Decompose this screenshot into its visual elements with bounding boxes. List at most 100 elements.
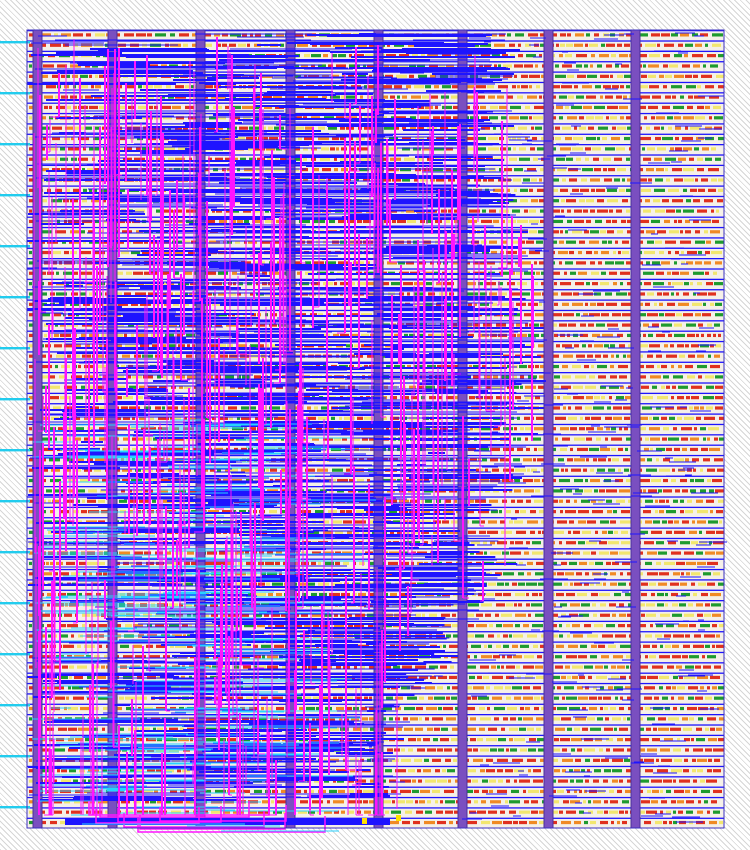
standard-cell	[585, 43, 588, 47]
standard-cell	[318, 313, 323, 317]
standard-cell	[665, 95, 671, 99]
standard-cell	[624, 43, 630, 47]
standard-cell	[29, 706, 33, 711]
standard-cell	[214, 447, 223, 452]
standard-cell	[84, 644, 95, 648]
standard-cell	[566, 489, 572, 493]
standard-cell	[78, 105, 88, 110]
standard-cell	[659, 74, 664, 78]
standard-cell	[121, 489, 125, 493]
standard-cell	[518, 582, 525, 586]
standard-cell	[381, 624, 392, 628]
standard-cell	[95, 33, 105, 37]
standard-cell	[443, 282, 454, 286]
standard-cell	[507, 33, 511, 37]
standard-cell	[708, 168, 719, 172]
standard-cell	[249, 64, 252, 68]
standard-cell	[161, 95, 165, 99]
standard-cell	[516, 271, 523, 275]
standard-cell	[529, 230, 537, 234]
standard-cell	[337, 478, 348, 483]
standard-cell	[367, 95, 373, 99]
standard-cell	[254, 375, 261, 379]
standard-cell	[695, 478, 704, 483]
standard-cell	[39, 416, 50, 420]
standard-cell	[468, 624, 474, 628]
standard-cell	[313, 624, 319, 628]
standard-cell	[699, 530, 702, 534]
standard-cell	[526, 54, 536, 58]
standard-cell	[394, 364, 405, 369]
standard-cell	[530, 510, 536, 514]
standard-cell	[552, 85, 560, 89]
standard-cell	[564, 582, 568, 586]
standard-cell	[173, 427, 179, 431]
standard-cell	[562, 364, 568, 369]
standard-cell	[419, 717, 422, 721]
standard-cell	[560, 230, 563, 234]
standard-cell	[673, 499, 678, 503]
standard-cell	[332, 136, 339, 141]
standard-cell	[402, 147, 410, 151]
standard-cell	[712, 43, 721, 47]
standard-cell	[520, 427, 524, 431]
standard-cell	[390, 95, 395, 99]
standard-cell	[468, 447, 476, 452]
standard-cell	[126, 706, 134, 711]
standard-cell	[703, 64, 706, 68]
standard-cell	[466, 250, 471, 255]
standard-cell	[520, 706, 524, 711]
standard-cell	[525, 385, 536, 389]
standard-cell	[280, 489, 287, 493]
standard-cell	[657, 396, 668, 400]
standard-cell	[525, 105, 530, 110]
standard-cell	[142, 468, 153, 472]
standard-cell	[47, 157, 58, 161]
standard-cell	[219, 219, 227, 224]
standard-cell	[512, 209, 520, 213]
standard-cell	[610, 572, 616, 576]
standard-cell	[646, 126, 650, 130]
standard-cell	[469, 396, 475, 400]
standard-cell	[656, 406, 661, 410]
standard-cell	[685, 665, 694, 669]
standard-cell	[662, 520, 667, 524]
standard-cell	[335, 530, 343, 534]
standard-cell	[150, 416, 154, 420]
standard-cell	[212, 282, 222, 286]
standard-cell	[668, 437, 679, 441]
standard-cell	[561, 613, 566, 617]
standard-cell	[567, 634, 570, 638]
standard-cell	[605, 95, 613, 99]
standard-cell	[517, 136, 521, 141]
standard-cell	[499, 33, 505, 37]
standard-cell	[29, 385, 33, 389]
standard-cell	[499, 292, 507, 296]
standard-cell	[161, 478, 171, 483]
standard-cell	[403, 520, 408, 524]
standard-cell	[603, 157, 611, 161]
standard-cell	[561, 209, 564, 213]
standard-cell	[332, 54, 337, 58]
standard-cell	[666, 209, 675, 213]
standard-cell	[665, 406, 674, 410]
standard-cell	[303, 178, 308, 182]
standard-cell	[505, 686, 511, 690]
standard-cell	[449, 644, 459, 648]
standard-cell	[435, 105, 438, 110]
standard-cell	[234, 157, 238, 161]
standard-cell	[421, 510, 430, 514]
standard-cell	[225, 105, 229, 110]
standard-cell	[422, 613, 425, 617]
standard-cell	[47, 271, 54, 275]
standard-cell	[576, 95, 584, 99]
standard-cell	[58, 592, 66, 597]
standard-cell	[656, 447, 665, 452]
standard-cell	[414, 178, 418, 182]
standard-cell	[589, 561, 594, 566]
standard-cell	[591, 188, 595, 192]
standard-cell	[255, 33, 261, 37]
standard-cell	[695, 230, 700, 234]
standard-cell	[474, 302, 477, 306]
